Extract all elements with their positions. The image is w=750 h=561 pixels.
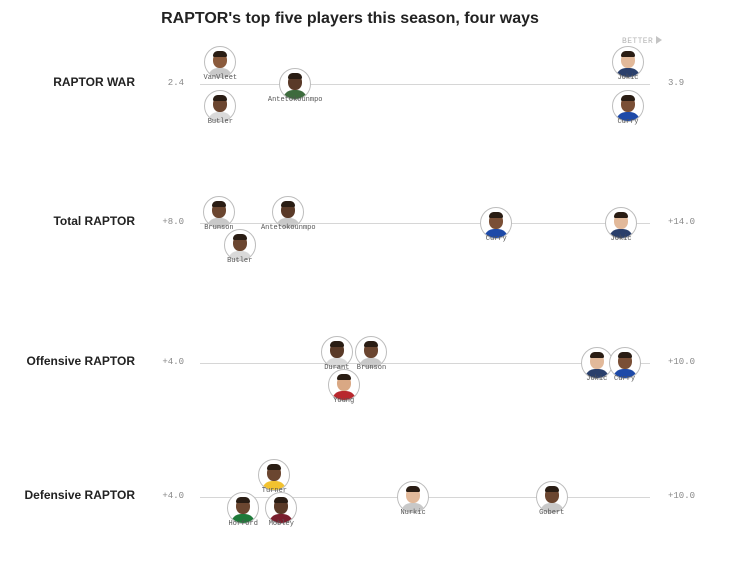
player-name: Durant bbox=[324, 364, 350, 372]
player-headshot bbox=[355, 336, 388, 368]
better-direction-label: BETTER bbox=[622, 36, 663, 46]
axis-min-label: +4.0 bbox=[162, 357, 184, 367]
player-headshot bbox=[202, 196, 235, 228]
chart-title: RAPTOR's top five players this season, f… bbox=[161, 10, 539, 27]
row-label: Defensive RAPTOR bbox=[24, 488, 135, 502]
better-label: BETTER bbox=[622, 37, 654, 46]
player-headshot bbox=[612, 46, 644, 78]
player-headshot bbox=[580, 347, 613, 379]
player-headshot bbox=[608, 347, 641, 379]
player-name: Jokic bbox=[610, 235, 632, 243]
player-headshot bbox=[320, 336, 353, 368]
player-name: Butler bbox=[227, 257, 253, 265]
player-headshot bbox=[480, 207, 513, 239]
player-headshot bbox=[397, 481, 430, 513]
player-name: Jokic bbox=[586, 375, 608, 383]
axis-min-label: +4.0 bbox=[162, 491, 184, 501]
player-name: Brunson bbox=[356, 364, 387, 372]
player-name: Mobley bbox=[268, 520, 294, 528]
player-name: Horford bbox=[228, 520, 258, 528]
axis-min-label: 2.4 bbox=[167, 78, 184, 88]
player-name: Nurkic bbox=[400, 509, 426, 517]
row-raptor-war: RAPTOR WAR 2.4 3.9 VanVleet Butler Antetok… bbox=[0, 46, 750, 126]
row-label: Offensive RAPTOR bbox=[26, 354, 135, 368]
row-offensive-raptor: Offensive RAPTOR +4.0 +10.0 Durant Brunso… bbox=[0, 336, 750, 405]
player-headshot bbox=[204, 46, 237, 78]
axis-max-label: 3.9 bbox=[668, 78, 685, 88]
player-headshot bbox=[272, 196, 305, 228]
row-total-raptor: Total RAPTOR +8.0 +14.0 Brunson Antetokou… bbox=[0, 196, 750, 265]
player-name: Turner bbox=[261, 487, 287, 495]
axis-min-label: +8.0 bbox=[162, 217, 184, 227]
player-name: Brunson bbox=[204, 224, 234, 232]
axis-max-label: +14.0 bbox=[668, 217, 696, 227]
row-track bbox=[200, 223, 650, 224]
player-headshot bbox=[258, 459, 291, 491]
player-headshot bbox=[279, 68, 312, 100]
player-headshot bbox=[204, 90, 237, 122]
player-headshot bbox=[612, 90, 644, 122]
player-name: Butler bbox=[207, 118, 233, 126]
row-label: Total RAPTOR bbox=[53, 214, 135, 228]
player-name: VanVleet bbox=[203, 74, 238, 82]
right-arrow-icon bbox=[656, 36, 663, 44]
player-headshot bbox=[265, 492, 298, 524]
player-name: Curry bbox=[617, 118, 639, 126]
player-name: Curry bbox=[485, 235, 507, 243]
player-name: Antetokounmpo bbox=[267, 96, 323, 104]
row-label: RAPTOR WAR bbox=[53, 75, 135, 89]
axis-max-label: +10.0 bbox=[668, 491, 696, 501]
player-headshot bbox=[605, 207, 638, 239]
player-headshot bbox=[223, 229, 256, 261]
axis-max-label: +10.0 bbox=[668, 357, 696, 367]
row-defensive-raptor: Defensive RAPTOR +4.0 +10.0 Turner Horfor… bbox=[0, 459, 750, 528]
player-name: Antetokounmpo bbox=[260, 224, 316, 232]
row-track bbox=[200, 363, 650, 364]
player-headshot bbox=[227, 492, 260, 524]
player-headshot bbox=[327, 369, 360, 401]
player-name: Jokic bbox=[617, 74, 639, 82]
player-headshot bbox=[535, 481, 568, 513]
row-track bbox=[200, 84, 650, 85]
player-name: Young bbox=[333, 397, 355, 405]
player-name: Curry bbox=[614, 375, 636, 383]
player-name: Gobert bbox=[539, 509, 565, 517]
